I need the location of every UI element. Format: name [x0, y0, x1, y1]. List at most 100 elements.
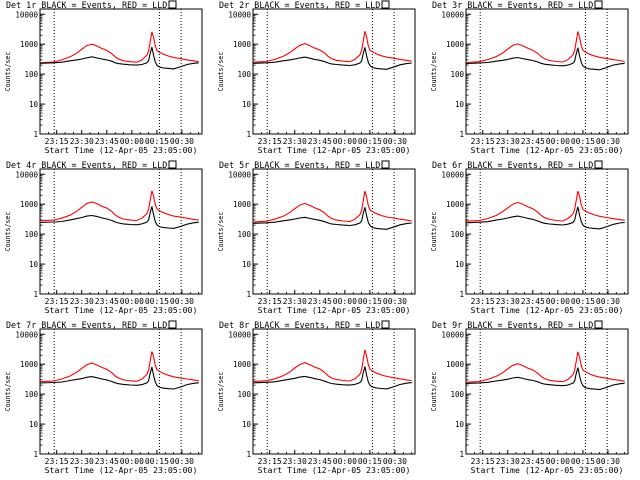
x-tick-label: 23:30: [70, 297, 94, 306]
x-tick-label: 00:00: [333, 297, 357, 306]
legend-box: [168, 0, 177, 9]
x-axis-label: Start Time (12-Apr-05 23:05:00): [45, 465, 198, 475]
x-tick-label: 00:00: [546, 137, 570, 146]
x-axis-label: Start Time (12-Apr-05 23:05:00): [258, 465, 411, 475]
series-line-lld: [465, 31, 625, 64]
x-tick-label: 00:30: [383, 137, 407, 146]
x-tick-label: 23:45: [521, 137, 545, 146]
x-tick-label: 00:30: [596, 457, 620, 466]
x-tick-label: 23:45: [308, 297, 332, 306]
y-axis-label: Counts/sec: [217, 212, 225, 252]
y-tick-label: 1000: [446, 200, 465, 209]
x-tick-label: 00:15: [358, 137, 382, 146]
x-tick-label: 23:30: [496, 297, 520, 306]
plot-frame: [252, 328, 416, 455]
detector-chart-1: Det 1r BLACK = Events, RED = LLD 1 10 100 10…: [4, 0, 203, 155]
y-tick-label: 1000: [233, 360, 252, 369]
series-line-lld: [39, 351, 199, 383]
detector-chart-3: Det 3r BLACK = Events, RED = LLD 1 10 100 10…: [430, 0, 629, 155]
y-tick-label: 10: [29, 100, 39, 109]
y-axis-label: Counts/sec: [4, 372, 12, 412]
y-axis-label: Counts/sec: [217, 372, 225, 412]
x-tick-label: 23:45: [95, 457, 119, 466]
series-line-lld: [39, 31, 199, 64]
plot-frame: [465, 328, 629, 455]
y-tick-label: 10000: [441, 330, 464, 339]
x-tick-label: 00:30: [170, 457, 194, 466]
x-tick-label: 00:15: [358, 457, 382, 466]
x-tick-label: 00:00: [546, 457, 570, 466]
series-line-lld: [39, 190, 199, 222]
legend-box: [594, 160, 603, 169]
x-tick-label: 00:15: [358, 297, 382, 306]
plot-frame: [39, 168, 203, 295]
x-tick-label: 23:15: [45, 297, 69, 306]
x-tick-label: 00:15: [571, 137, 595, 146]
x-tick-label: 23:15: [45, 457, 69, 466]
detector-chart-8: Det 8r BLACK = Events, RED = LLD 1 10 100 10…: [217, 320, 416, 475]
y-axis-label: Counts/sec: [430, 52, 438, 92]
x-tick-label: 00:00: [120, 137, 144, 146]
legend-box: [381, 320, 390, 329]
plot-frame: [252, 8, 416, 135]
x-tick-label: 00:15: [571, 297, 595, 306]
y-tick-label: 10000: [228, 10, 251, 19]
y-tick-label: 1: [459, 130, 464, 139]
series-line-lld: [252, 349, 412, 383]
plot-frame: [39, 8, 203, 135]
x-axis-label: Start Time (12-Apr-05 23:05:00): [258, 305, 411, 315]
y-axis-label: Counts/sec: [430, 212, 438, 252]
x-tick-label: 00:00: [120, 297, 144, 306]
x-tick-label: 23:15: [471, 137, 495, 146]
y-tick-label: 100: [237, 230, 251, 239]
x-tick-label: 00:15: [571, 457, 595, 466]
x-axis-label: Start Time (12-Apr-05 23:05:00): [471, 465, 624, 475]
y-tick-label: 10: [455, 100, 465, 109]
series-line-events: [465, 367, 625, 391]
plot-frame: [252, 168, 416, 295]
x-axis-label: Start Time (12-Apr-05 23:05:00): [471, 145, 624, 155]
chart-title: Det 4r BLACK = Events, RED = LLD: [6, 160, 167, 170]
y-tick-label: 10: [455, 420, 465, 429]
y-tick-label: 10000: [228, 330, 251, 339]
y-tick-label: 10000: [441, 10, 464, 19]
y-tick-label: 10: [455, 260, 465, 269]
series-line-events: [252, 366, 412, 390]
y-tick-label: 1: [33, 130, 38, 139]
y-tick-label: 1000: [20, 360, 39, 369]
y-tick-label: 1000: [20, 40, 39, 49]
x-tick-label: 23:45: [521, 457, 545, 466]
x-tick-label: 00:00: [120, 457, 144, 466]
y-tick-label: 1000: [20, 200, 39, 209]
x-tick-label: 23:30: [496, 457, 520, 466]
x-tick-label: 23:15: [258, 297, 282, 306]
y-tick-label: 1000: [446, 40, 465, 49]
y-tick-label: 1: [246, 290, 251, 299]
x-tick-label: 23:45: [308, 457, 332, 466]
x-axis-label: Start Time (12-Apr-05 23:05:00): [45, 305, 198, 315]
chart-title: Det 1r BLACK = Events, RED = LLD: [6, 0, 167, 10]
series-line-events: [465, 206, 625, 230]
x-tick-label: 23:15: [471, 297, 495, 306]
series-line-lld: [252, 190, 412, 223]
y-tick-label: 10000: [441, 170, 464, 179]
x-tick-label: 23:30: [283, 457, 307, 466]
y-tick-label: 1: [459, 450, 464, 459]
legend-box: [381, 160, 390, 169]
x-tick-label: 23:45: [95, 137, 119, 146]
y-tick-label: 100: [450, 70, 464, 79]
series-line-events: [39, 366, 199, 390]
series-line-lld: [465, 190, 625, 222]
y-tick-label: 1: [459, 290, 464, 299]
x-tick-label: 23:30: [496, 137, 520, 146]
x-axis-label: Start Time (12-Apr-05 23:05:00): [471, 305, 624, 315]
x-tick-label: 23:30: [283, 297, 307, 306]
y-tick-label: 100: [450, 230, 464, 239]
y-tick-label: 1000: [233, 200, 252, 209]
x-tick-label: 23:15: [258, 137, 282, 146]
legend-box: [168, 160, 177, 169]
plot-frame: [465, 168, 629, 295]
legend-box: [594, 0, 603, 9]
y-tick-label: 10000: [228, 170, 251, 179]
